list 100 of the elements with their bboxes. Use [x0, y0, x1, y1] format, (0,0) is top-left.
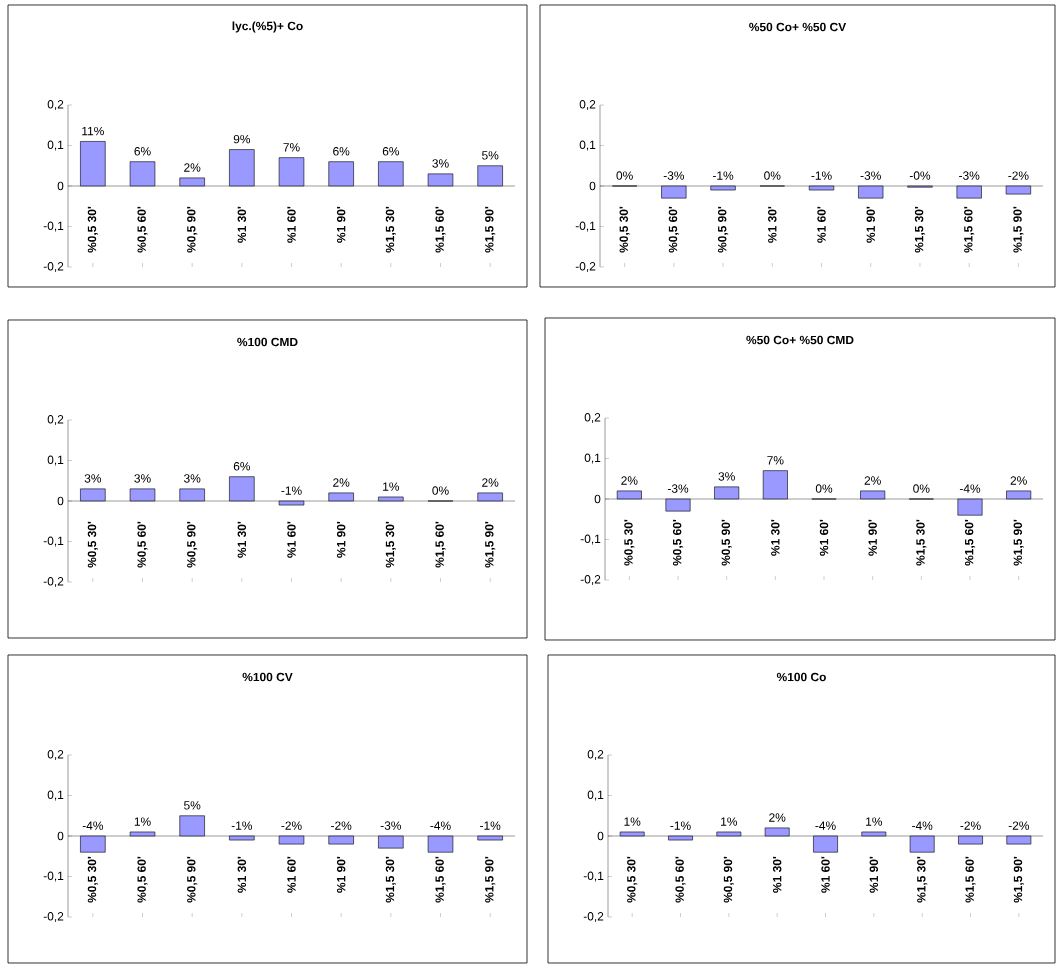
- data-label: 3%: [183, 474, 201, 483]
- data-label: -2%: [960, 821, 981, 830]
- x-tick-label: %0,5 30': [619, 206, 630, 253]
- x-tick-label: %0,5 60': [137, 206, 148, 253]
- x-tick-label: %1,5 60': [435, 521, 446, 568]
- data-label: -4%: [82, 821, 104, 830]
- y-tick-label: 0: [589, 181, 596, 191]
- x-tick-label: %1 90': [866, 206, 875, 243]
- y-tick-label: 0,2: [584, 413, 601, 423]
- x-tick-label: %1,5 30': [385, 856, 396, 903]
- y-tick-label: 0,1: [47, 790, 64, 801]
- data-label: -2%: [281, 821, 302, 830]
- x-tick-label: %1,5 30': [916, 519, 927, 566]
- x-tick-label: %1,5 90': [1013, 856, 1024, 903]
- data-label: -2%: [331, 821, 352, 830]
- data-label: 6%: [134, 147, 151, 156]
- x-tick-label: %1 30': [771, 519, 780, 556]
- data-label: -4%: [430, 821, 451, 830]
- x-tick-label: %1 90': [869, 856, 879, 893]
- x-tick-label: %0,5 90': [187, 521, 198, 568]
- data-label: 7%: [767, 456, 784, 465]
- x-tick-label: %0,5 60': [675, 856, 686, 903]
- x-tick-label: %1 60': [817, 206, 826, 243]
- y-tick-label: 0: [57, 181, 64, 191]
- x-tick-label: %0,5 90': [717, 206, 729, 253]
- y-tick-label: 0,1: [587, 790, 604, 801]
- data-label: -1%: [231, 821, 253, 830]
- x-tick-label: %0,5 60': [137, 856, 148, 903]
- x-tick-label: %1 30': [237, 206, 247, 243]
- data-label: -3%: [667, 484, 689, 493]
- x-tick-label: %1 30': [237, 521, 247, 558]
- chart-title: %50 Co+ %50 CV: [749, 22, 847, 32]
- y-tick-label: 0,1: [579, 140, 596, 151]
- x-tick-label: %1 90': [868, 519, 877, 556]
- data-label: 1%: [866, 817, 883, 826]
- y-tick-label: -0,2: [43, 262, 64, 272]
- x-tick-label: %1 60': [821, 856, 830, 893]
- x-tick-label: %0,5 60': [137, 521, 148, 568]
- x-tick-label: %1 90': [336, 521, 346, 558]
- data-label: 1%: [721, 817, 738, 826]
- data-label: -1%: [811, 171, 832, 180]
- x-tick-label: %1,5 90': [485, 521, 496, 568]
- x-tick-label: %1,5 30': [385, 521, 396, 568]
- data-label: -1%: [670, 821, 691, 830]
- data-label: 0%: [616, 171, 633, 180]
- x-tick-label: %1 30': [772, 856, 782, 893]
- x-tick-label: %1,5 30': [914, 206, 926, 253]
- x-tick-label: %1 90': [336, 206, 346, 243]
- x-tick-label: %1,5 30': [917, 856, 928, 903]
- y-tick-label: 0,1: [47, 140, 64, 151]
- data-label: 2%: [333, 478, 350, 487]
- y-tick-label: -0,1: [43, 221, 64, 232]
- x-tick-label: %0,5 90': [723, 856, 734, 903]
- x-tick-label: %0,5 30': [627, 856, 638, 903]
- x-tick-label: %1,5 60': [435, 206, 446, 253]
- data-label: -3%: [663, 171, 685, 180]
- data-label: 0%: [815, 484, 833, 493]
- data-label: -3%: [380, 821, 402, 830]
- data-label: 1%: [383, 482, 400, 491]
- data-label: -3%: [860, 171, 881, 180]
- y-tick-label: 0: [57, 831, 64, 841]
- data-label: 0%: [764, 171, 781, 180]
- x-tick-label: %1,5 60': [964, 206, 975, 253]
- x-tick-label: %1,5 90': [485, 206, 496, 253]
- data-label: 2%: [184, 163, 201, 172]
- y-tick-label: -0,1: [583, 871, 604, 882]
- y-tick-label: 0: [57, 496, 64, 506]
- data-label: 11%: [82, 126, 104, 136]
- x-tick-label: %1 90': [336, 856, 346, 893]
- x-tick-label: %1 60': [287, 206, 296, 243]
- data-label: -0%: [909, 171, 931, 180]
- y-tick-label: 0,2: [587, 750, 604, 760]
- x-tick-label: %0,5 60': [672, 519, 684, 566]
- y-tick-label: -0,1: [575, 221, 596, 232]
- data-label: 7%: [283, 143, 300, 152]
- data-label: 5%: [184, 801, 201, 810]
- x-tick-label: %1,5 90': [1013, 519, 1024, 566]
- data-label: 0%: [432, 486, 449, 495]
- x-tick-label: %1 60': [287, 521, 296, 558]
- y-tick-label: 0,2: [579, 100, 596, 110]
- y-tick-label: 0: [597, 831, 604, 841]
- y-tick-label: 0: [594, 494, 601, 504]
- y-tick-label: 0,2: [47, 100, 64, 110]
- y-tick-label: -0,2: [583, 912, 604, 922]
- x-tick-label: %1 60': [287, 856, 296, 893]
- data-label: 2%: [621, 476, 638, 485]
- x-tick-label: %0,5 30': [624, 519, 635, 566]
- data-label: 6%: [233, 462, 251, 471]
- y-tick-label: -0,2: [580, 575, 601, 585]
- x-tick-label: %0,5 90': [187, 856, 198, 903]
- x-tick-label: %0,5 60': [668, 206, 679, 253]
- data-label: -4%: [912, 821, 933, 830]
- y-tick-label: -0,1: [43, 871, 64, 882]
- y-tick-label: 0,1: [47, 455, 64, 466]
- data-label: -2%: [1008, 821, 1030, 830]
- x-tick-label: %1,5 90': [485, 856, 496, 903]
- x-tick-label: %1,5 60': [435, 856, 446, 903]
- y-tick-label: -0,2: [575, 262, 596, 272]
- data-label: 3%: [718, 472, 735, 481]
- y-tick-label: 0,1: [584, 453, 601, 464]
